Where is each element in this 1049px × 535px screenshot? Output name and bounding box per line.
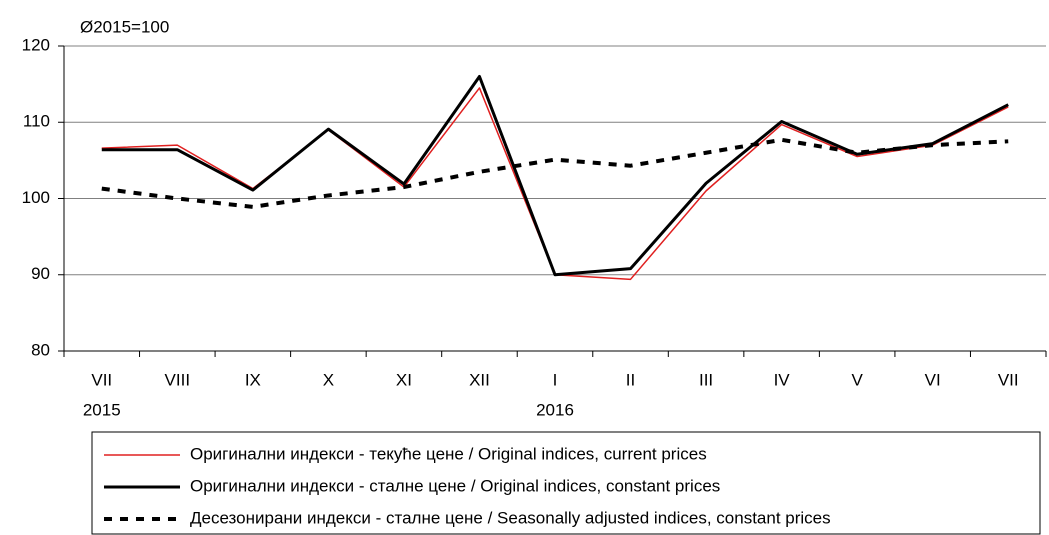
y-tick-label: 100 bbox=[22, 188, 50, 207]
x-tick-label: I bbox=[553, 370, 558, 389]
x-tick-label: XII bbox=[469, 370, 490, 389]
year-label: 2016 bbox=[536, 400, 574, 419]
x-tick-label: IV bbox=[774, 370, 791, 389]
series-line bbox=[101, 137, 1009, 209]
x-tick-label: VII bbox=[998, 370, 1019, 389]
x-tick-label: II bbox=[626, 370, 635, 389]
legend-label: Оригинални индекси - сталне цене / Origi… bbox=[190, 476, 720, 495]
x-tick-label: III bbox=[699, 370, 713, 389]
x-tick-label: V bbox=[851, 370, 863, 389]
y-tick-label: 80 bbox=[31, 340, 50, 359]
legend-box bbox=[91, 431, 1041, 535]
y-tick-label: 120 bbox=[22, 35, 50, 54]
legend-label: Десезонирани индекси - сталне цене / Sea… bbox=[190, 508, 831, 527]
y-tick-label: 90 bbox=[31, 264, 50, 283]
unit-label: Ø2015=100 bbox=[80, 17, 169, 36]
series-line bbox=[101, 75, 1009, 277]
year-label: 2015 bbox=[83, 400, 121, 419]
x-tick-label: IX bbox=[245, 370, 261, 389]
x-tick-label: VII bbox=[91, 370, 112, 389]
x-tick-label: VIII bbox=[165, 370, 191, 389]
x-tick-label: X bbox=[323, 370, 334, 389]
x-tick-label: VI bbox=[925, 370, 941, 389]
y-tick-label: 110 bbox=[23, 112, 50, 131]
x-tick-label: XI bbox=[396, 370, 412, 389]
legend-label: Оригинални индекси - текуће цене / Origi… bbox=[190, 444, 707, 463]
